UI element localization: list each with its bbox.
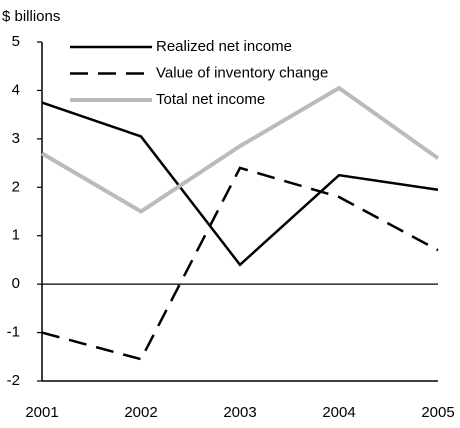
y-tick-label: -1 (7, 324, 20, 341)
y-tick-label: -2 (7, 372, 20, 389)
y-tick-label: 1 (12, 227, 20, 244)
y-tick-label: 4 (12, 81, 20, 98)
x-tick-label: 2004 (322, 404, 355, 421)
y-tick-label: 2 (12, 178, 20, 195)
legend-label: Realized net income (156, 38, 292, 55)
legend-label: Total net income (156, 91, 265, 108)
y-tick-label: 0 (12, 275, 20, 292)
x-tick-label: 2005 (421, 404, 454, 421)
y-tick-label: 5 (12, 33, 20, 50)
x-tick-label: 2003 (223, 404, 256, 421)
y-tick-label: 3 (12, 130, 20, 147)
legend-label: Value of inventory change (156, 64, 328, 81)
series-line (41, 166, 439, 361)
y-axis-label: $ billions (2, 8, 60, 25)
series-line (41, 101, 439, 267)
series-line (40, 85, 440, 214)
x-tick-label: 2001 (25, 404, 58, 421)
x-tick-label: 2002 (124, 404, 157, 421)
